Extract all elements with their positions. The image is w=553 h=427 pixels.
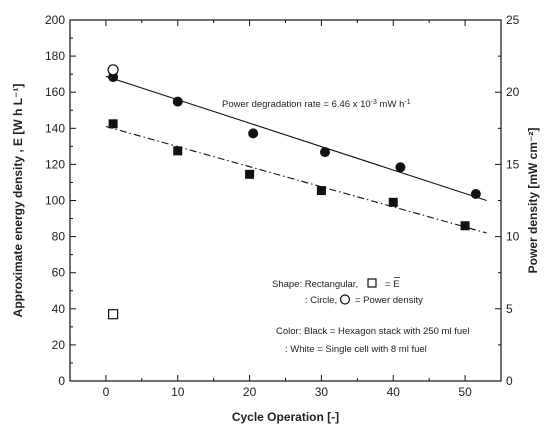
shape-circle-label: : Circle,: [305, 295, 337, 306]
energy-density-point: [245, 169, 255, 179]
fit-lines: [105, 75, 487, 234]
left-y-tick-label: 200: [45, 13, 65, 27]
left-y-tick-label: 100: [45, 194, 65, 208]
energy-density-point: [316, 186, 326, 196]
x-tick-label: 0: [103, 385, 110, 399]
power-density-point: [248, 128, 259, 139]
right-y-axis-ticks: 0 5 10 15 20 25: [495, 13, 520, 388]
power-density-point: [172, 96, 183, 107]
power-fit-line: [105, 75, 487, 202]
right-y-tick-label: 15: [506, 157, 520, 171]
power-density-point: [470, 189, 481, 200]
left-y-axis-title: Approximate energy density , E [W h L⁻¹]: [11, 84, 25, 318]
legend-open-circle: [339, 294, 351, 305]
legend-open-square: [367, 278, 377, 288]
single-cell-power-point: [107, 64, 119, 76]
shape-circle-meaning: = Power density: [355, 295, 423, 306]
left-y-tick-label: 60: [52, 266, 66, 280]
color-white-label: : White = Single cell with 8 ml fuel: [285, 344, 427, 355]
left-y-axis-ticks: 0 20 40 60 80 100 120 140 160 180 200: [45, 13, 76, 388]
left-y-tick-label: 80: [52, 230, 66, 244]
x-axis-title: Cycle Operation [-]: [232, 410, 339, 424]
energy-density-point: [108, 119, 118, 129]
energy-density-point: [388, 197, 398, 207]
x-axis-ticks: 0 10 20 30 40 50: [69, 20, 502, 399]
left-y-tick-label: 140: [45, 121, 65, 135]
right-y-tick-label: 0: [506, 374, 513, 388]
energy-density-point: [173, 146, 183, 156]
left-y-tick-label: 40: [52, 302, 66, 316]
right-y-tick-label: 25: [506, 13, 520, 27]
right-y-tick-label: 20: [506, 85, 520, 99]
legend-annotations: Shape: Rectangular, = E : Circle, = Powe…: [272, 277, 470, 355]
left-y-tick-label: 160: [45, 85, 65, 99]
energy-density-point: [460, 221, 470, 231]
power-density-point: [395, 162, 406, 173]
right-y-tick-label: 5: [506, 302, 513, 316]
x-tick-label: 30: [315, 385, 329, 399]
left-y-tick-label: 120: [45, 157, 65, 171]
right-y-tick-label: 10: [506, 230, 520, 244]
left-y-tick-label: 180: [45, 49, 65, 63]
degradation-rate-annotation: Power degradation rate = 6.46 x 10-3 mW …: [222, 99, 411, 111]
shape-rectangular-label: Shape: Rectangular,: [272, 279, 358, 290]
left-y-tick-label: 0: [58, 374, 65, 388]
x-tick-label: 10: [171, 385, 185, 399]
color-black-label: Color: Black = Hexagon stack with 250 ml…: [276, 326, 470, 337]
x-tick-label: 40: [387, 385, 401, 399]
shape-rectangular-meaning: = E: [385, 279, 400, 290]
x-tick-label: 50: [458, 385, 472, 399]
energy-fit-line: [105, 125, 487, 234]
data-points: [107, 64, 481, 320]
single-cell-energy-point: [107, 309, 119, 320]
power-density-point: [320, 147, 331, 158]
x-tick-label: 20: [243, 385, 257, 399]
right-y-axis-title: Power density [mW cm⁻²]: [526, 128, 540, 274]
left-y-tick-label: 20: [52, 338, 66, 352]
